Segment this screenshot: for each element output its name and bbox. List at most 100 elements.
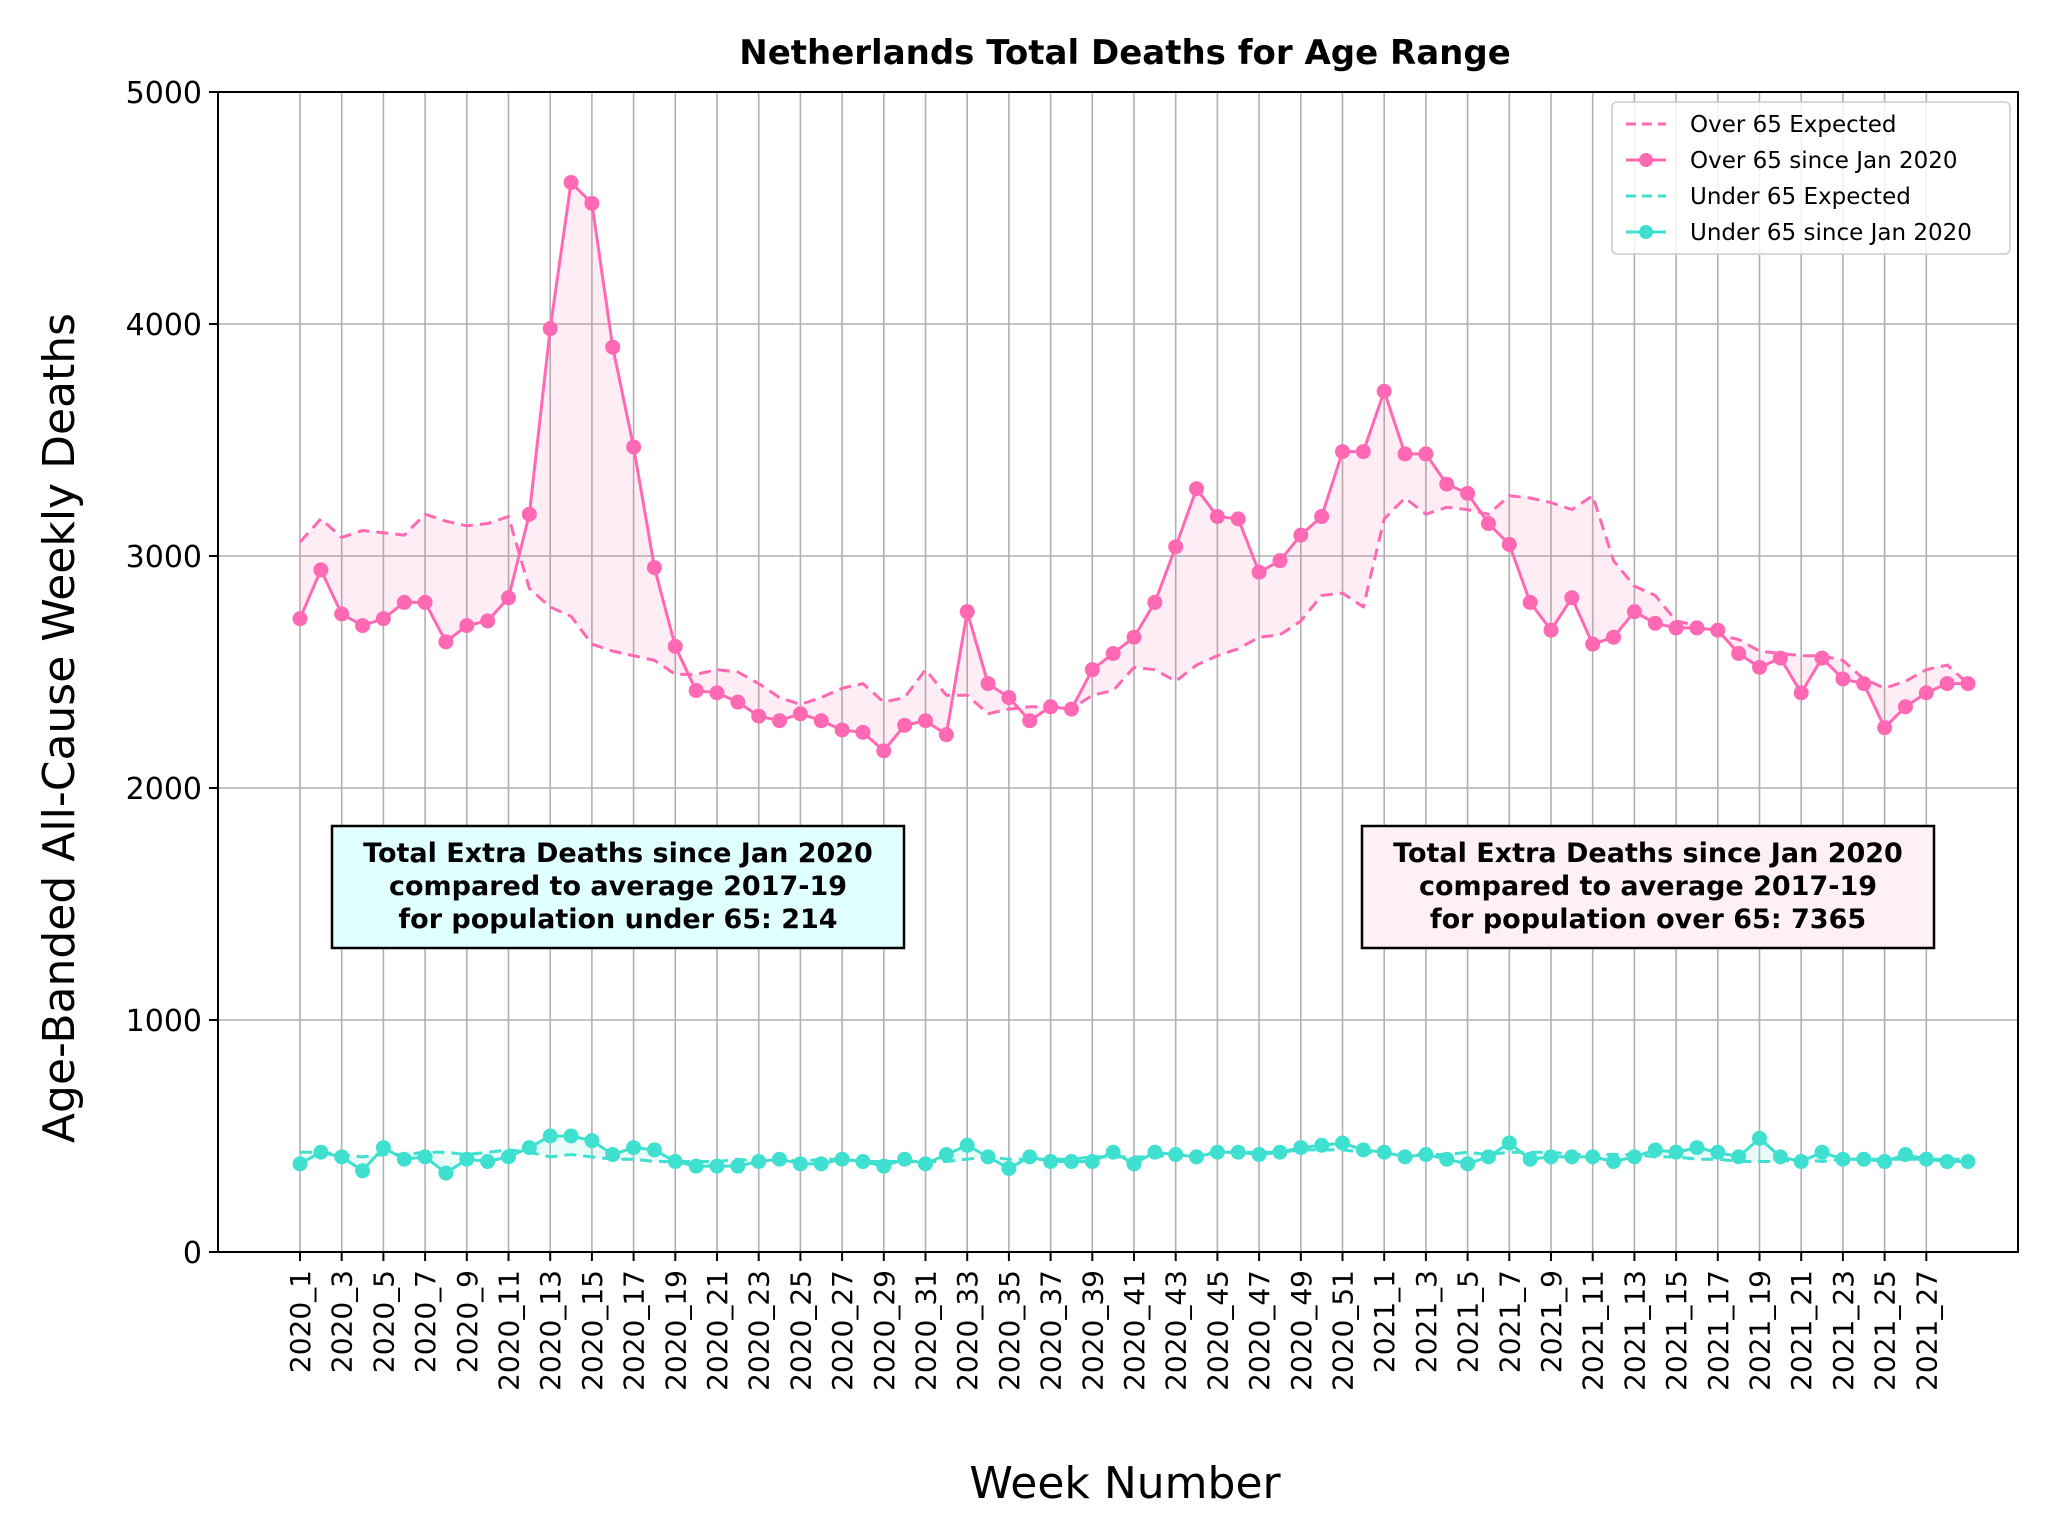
data-point: [938, 1147, 954, 1163]
x-tick-label: 2020_47: [1243, 1270, 1276, 1391]
x-tick-label: 2021_11: [1577, 1270, 1610, 1391]
x-tick-label: 2020_33: [951, 1270, 984, 1391]
data-point: [1084, 662, 1100, 678]
data-point: [646, 1142, 662, 1158]
data-point: [1480, 516, 1496, 532]
x-tick-label: 2021_9: [1535, 1270, 1568, 1373]
data-point: [1626, 1149, 1642, 1165]
data-point: [1126, 1156, 1142, 1172]
data-point: [709, 685, 725, 701]
x-tick-label: 2021_13: [1618, 1270, 1651, 1391]
y-tick-label: 0: [183, 1236, 202, 1271]
x-tick-label: 2020_49: [1285, 1270, 1318, 1391]
series-line: [298, 494, 1969, 716]
data-point: [834, 1151, 850, 1167]
data-point: [1647, 615, 1663, 631]
data-point: [375, 611, 391, 627]
data-point: [521, 1140, 537, 1156]
data-point: [1418, 446, 1434, 462]
x-tick-label: 2020_13: [534, 1270, 567, 1391]
x-tick-label: 2020_19: [659, 1270, 692, 1391]
data-point: [1710, 622, 1726, 638]
data-point: [1960, 1154, 1976, 1170]
annotation-line: for population under 65: 214: [398, 904, 837, 935]
data-point: [1460, 1156, 1476, 1172]
data-point: [1439, 1151, 1455, 1167]
y-tick-label: 5000: [126, 76, 202, 111]
axes: 0 1000 2000 3000 4000 5000 2020_1 2020_3 2020_5 2…: [126, 76, 1944, 1391]
x-tick-label: 2021_21: [1785, 1270, 1818, 1391]
data-point: [918, 1156, 933, 1172]
plot-frame: [217, 91, 2019, 1253]
data-point: [438, 634, 454, 650]
data-point: [1272, 1144, 1288, 1160]
data-point: [480, 613, 496, 629]
x-tick-label: 2020_7: [409, 1270, 442, 1373]
data-point: [1564, 1149, 1580, 1165]
x-tick-label: 2020_41: [1118, 1270, 1151, 1391]
data-point: [667, 638, 683, 654]
data-point: [772, 1151, 788, 1167]
annotation-box: [1360, 824, 1936, 950]
data-point: [1293, 1140, 1309, 1156]
data-point: [1814, 1144, 1830, 1160]
y-tick-label: 2000: [126, 772, 202, 807]
data-point: [1564, 590, 1580, 606]
x-tick-label: 2021_3: [1410, 1270, 1443, 1373]
data-point: [355, 1163, 371, 1179]
annotations: Total Extra Deaths since Jan 2020compare…: [330, 824, 1936, 950]
data-point: [480, 1154, 496, 1170]
x-tick-label: 2020_31: [910, 1270, 943, 1391]
data-point: [730, 694, 746, 710]
data-point: [1335, 1135, 1350, 1151]
data-point: [1835, 1151, 1851, 1167]
data-point: [1168, 1147, 1184, 1163]
data-point: [1439, 476, 1455, 492]
x-tick-label: 2020_21: [701, 1270, 734, 1391]
data-point: [1731, 645, 1747, 661]
data-point: [1752, 1130, 1767, 1146]
data-point: [1105, 645, 1121, 661]
data-point: [542, 321, 558, 337]
data-point: [1626, 604, 1642, 620]
data-point: [605, 339, 621, 355]
y-tick-label: 3000: [126, 540, 202, 575]
legend-label: Under 65 since Jan 2020: [1690, 220, 1972, 246]
legend-label: Under 65 Expected: [1690, 184, 1911, 210]
legend-label: Over 65 since Jan 2020: [1690, 148, 1958, 174]
data-point: [834, 722, 850, 738]
data-point: [1522, 594, 1538, 610]
data-point: [1606, 629, 1622, 645]
data-point: [396, 1151, 412, 1167]
data-point: [334, 1149, 350, 1165]
y-tick-label: 1000: [126, 1004, 202, 1039]
data-point: [1543, 622, 1559, 638]
data-point: [1585, 1149, 1601, 1165]
data-point: [1084, 1154, 1100, 1170]
x-tick-label: 2020_27: [826, 1270, 859, 1391]
x-tick-label: 2021_1: [1368, 1270, 1401, 1373]
data-point: [751, 708, 767, 724]
x-tick-label: 2020_37: [1035, 1270, 1068, 1391]
data-point: [1251, 564, 1267, 580]
under-65-extra-deaths-box: Total Extra Deaths since Jan 2020compare…: [330, 824, 906, 950]
data-point: [646, 560, 662, 576]
y-tick-label: 4000: [126, 308, 202, 343]
data-point: [1918, 1151, 1934, 1167]
data-point: [1689, 620, 1705, 636]
legend-box: [1611, 101, 2011, 255]
data-point: [563, 174, 579, 190]
data-point: [1939, 676, 1955, 692]
x-tick-label: 2021_7: [1493, 1270, 1526, 1373]
data-point: [792, 1156, 808, 1172]
data-point: [1397, 1149, 1413, 1165]
x-axis-label: Week Number: [969, 1458, 1281, 1509]
data-point: [1710, 1144, 1726, 1160]
legend-item: Under 65 Expected: [1626, 184, 1911, 210]
data-point: [1460, 485, 1476, 501]
data-point: [626, 1140, 642, 1156]
data-point: [688, 683, 704, 699]
data-point: [313, 1144, 329, 1160]
data-point: [459, 618, 475, 634]
data-point: [751, 1154, 767, 1170]
